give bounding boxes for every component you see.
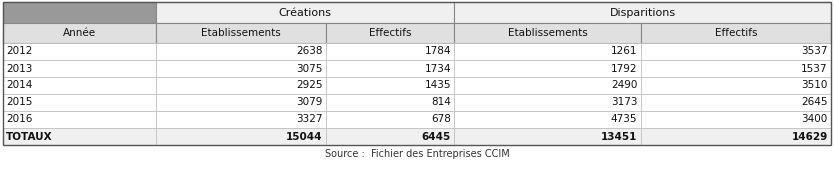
Bar [641, 77, 831, 94]
Text: 2645: 2645 [801, 98, 827, 107]
Bar [326, 94, 455, 111]
Text: 2638: 2638 [296, 46, 323, 57]
Text: 3173: 3173 [610, 98, 637, 107]
Bar [641, 128, 831, 145]
Bar [3, 2, 831, 145]
Text: 2925: 2925 [296, 81, 323, 91]
Bar [641, 111, 831, 128]
Text: 1784: 1784 [425, 46, 451, 57]
Text: 3510: 3510 [801, 81, 827, 91]
Bar [455, 111, 641, 128]
Text: 15044: 15044 [286, 132, 323, 141]
Text: 814: 814 [431, 98, 451, 107]
Bar [455, 43, 641, 60]
Bar [455, 60, 641, 77]
Text: 3079: 3079 [296, 98, 323, 107]
Text: 1537: 1537 [801, 64, 827, 74]
Text: Source :  Fichier des Entreprises CCIM: Source : Fichier des Entreprises CCIM [324, 149, 510, 159]
Text: 678: 678 [431, 115, 451, 124]
Bar [156, 128, 326, 145]
Text: Effectifs: Effectifs [715, 28, 757, 38]
Bar [3, 2, 156, 23]
Text: TOTAUX: TOTAUX [7, 132, 53, 141]
Bar [3, 111, 156, 128]
Bar [326, 128, 455, 145]
Text: 1261: 1261 [610, 46, 637, 57]
Text: 3537: 3537 [801, 46, 827, 57]
Text: 2014: 2014 [7, 81, 33, 91]
Bar [156, 111, 326, 128]
Bar [641, 60, 831, 77]
Bar [3, 23, 156, 43]
Text: 6445: 6445 [422, 132, 451, 141]
Text: 2013: 2013 [7, 64, 33, 74]
Text: Année: Année [63, 28, 96, 38]
Bar [3, 43, 156, 60]
Bar [641, 43, 831, 60]
Text: 2016: 2016 [7, 115, 33, 124]
Text: 14629: 14629 [791, 132, 827, 141]
Text: 13451: 13451 [600, 132, 637, 141]
Bar [641, 23, 831, 43]
Bar [3, 145, 831, 163]
Bar [455, 128, 641, 145]
Text: 2490: 2490 [610, 81, 637, 91]
Bar [3, 94, 156, 111]
Bar [326, 77, 455, 94]
Text: Etablissements: Etablissements [508, 28, 587, 38]
Text: 1792: 1792 [610, 64, 637, 74]
Text: 1435: 1435 [425, 81, 451, 91]
Bar [156, 60, 326, 77]
Bar [326, 43, 455, 60]
Text: 3400: 3400 [801, 115, 827, 124]
Bar [156, 2, 455, 23]
Bar [455, 23, 641, 43]
Text: Disparitions: Disparitions [610, 8, 676, 18]
Bar [156, 77, 326, 94]
Bar [326, 23, 455, 43]
Text: Créations: Créations [279, 8, 332, 18]
Text: 2012: 2012 [7, 46, 33, 57]
Bar [3, 60, 156, 77]
Text: 3075: 3075 [296, 64, 323, 74]
Bar [326, 111, 455, 128]
Bar [3, 128, 156, 145]
Text: Effectifs: Effectifs [369, 28, 411, 38]
Bar [156, 23, 326, 43]
Bar [156, 43, 326, 60]
Text: Etablissements: Etablissements [201, 28, 281, 38]
Bar [156, 94, 326, 111]
Bar [641, 94, 831, 111]
Bar [455, 77, 641, 94]
Bar [3, 77, 156, 94]
Text: 2015: 2015 [7, 98, 33, 107]
Bar [455, 94, 641, 111]
Text: 4735: 4735 [610, 115, 637, 124]
Text: 1734: 1734 [425, 64, 451, 74]
Text: 3327: 3327 [296, 115, 323, 124]
Bar [455, 2, 831, 23]
Bar [326, 60, 455, 77]
